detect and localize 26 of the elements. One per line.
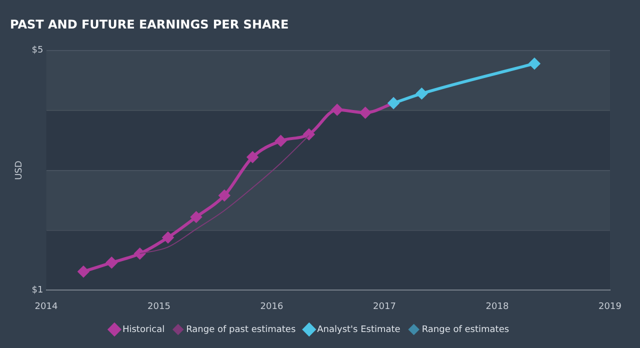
point xyxy=(303,128,314,140)
x-tick-label: 2019 xyxy=(598,302,622,312)
point xyxy=(78,266,89,278)
point xyxy=(162,232,174,243)
point xyxy=(190,212,202,223)
point xyxy=(416,88,428,100)
point xyxy=(247,152,258,163)
legend-label: Analyst's Estimate xyxy=(317,324,401,335)
point xyxy=(275,135,286,146)
y-axis-title: USD xyxy=(14,160,25,180)
x-tick-label: 2017 xyxy=(373,302,396,312)
x-tick-label: 2014 xyxy=(34,302,58,312)
x-tick-label: 2016 xyxy=(260,302,284,312)
point xyxy=(332,104,343,116)
legend-label: Range of estimates xyxy=(422,324,510,335)
legend-label: Historical xyxy=(122,324,165,335)
point xyxy=(528,58,540,70)
y-tick-label: $5 xyxy=(32,46,44,56)
point xyxy=(218,190,230,201)
legend-label: Range of past estimates xyxy=(186,324,296,335)
y-tick-label: $1 xyxy=(32,286,44,296)
x-tick-label: 2018 xyxy=(486,302,509,312)
x-tick-label: 2015 xyxy=(148,302,170,312)
chart-title: PAST AND FUTURE EARNINGS PER SHARE xyxy=(10,17,289,32)
point xyxy=(360,107,371,118)
point xyxy=(106,257,118,268)
